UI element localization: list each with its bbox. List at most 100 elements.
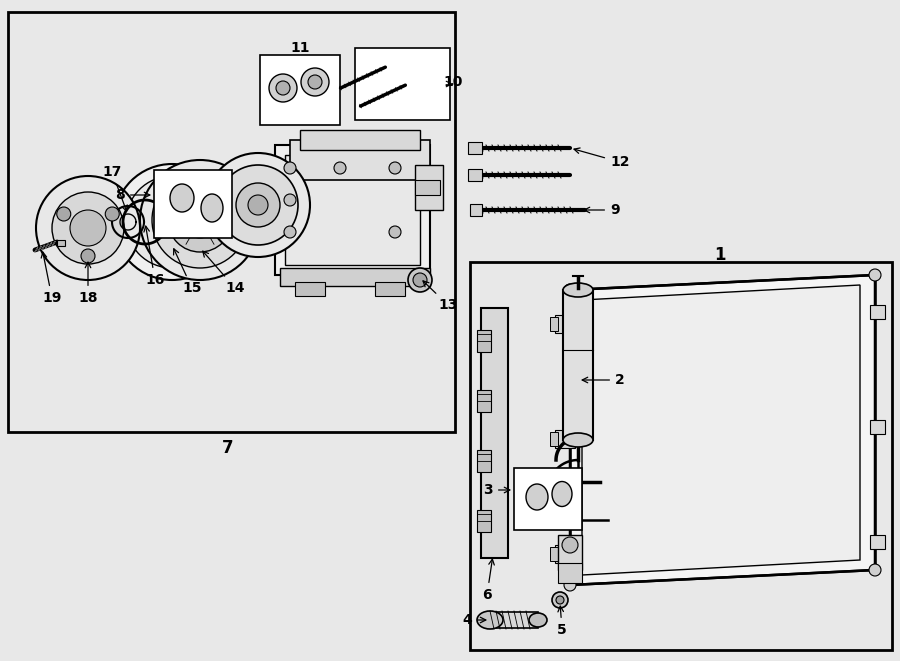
Bar [477, 330, 491, 352]
Text: 3: 3 [483, 483, 509, 497]
Bar [290, 140, 430, 180]
Bar [870, 420, 885, 434]
Circle shape [105, 207, 119, 221]
Text: 14: 14 [202, 251, 245, 295]
Text: 4: 4 [463, 613, 486, 627]
Bar [470, 262, 892, 650]
Bar [275, 145, 430, 275]
Ellipse shape [170, 184, 194, 212]
Circle shape [142, 192, 202, 252]
Text: 5: 5 [557, 606, 567, 637]
Circle shape [140, 160, 260, 280]
Bar [415, 180, 440, 195]
Circle shape [248, 195, 268, 215]
Polygon shape [570, 275, 875, 585]
Text: 11: 11 [290, 41, 310, 55]
Circle shape [869, 269, 881, 281]
Text: 9: 9 [584, 203, 619, 217]
Ellipse shape [563, 283, 593, 297]
Circle shape [236, 183, 280, 227]
Bar [477, 450, 491, 472]
Circle shape [562, 537, 578, 553]
Circle shape [156, 206, 188, 238]
Polygon shape [582, 285, 860, 575]
Bar [468, 142, 482, 154]
Text: 8: 8 [115, 188, 149, 202]
Text: 13: 13 [423, 281, 458, 312]
Circle shape [70, 210, 106, 246]
Bar [154, 170, 232, 238]
Ellipse shape [477, 611, 503, 629]
Ellipse shape [526, 484, 548, 510]
Text: 16: 16 [144, 226, 165, 287]
Bar [280, 268, 430, 286]
Circle shape [308, 75, 322, 89]
Circle shape [389, 226, 401, 238]
Bar [555, 545, 575, 563]
Circle shape [301, 68, 329, 96]
Text: 17: 17 [103, 165, 127, 211]
Polygon shape [481, 308, 508, 558]
Circle shape [869, 564, 881, 576]
Circle shape [389, 162, 401, 174]
Text: 19: 19 [41, 252, 62, 305]
Circle shape [564, 579, 576, 591]
Bar [285, 155, 420, 265]
Circle shape [218, 165, 298, 245]
Circle shape [284, 194, 296, 206]
Bar [57, 240, 65, 246]
Bar [468, 169, 482, 181]
Circle shape [114, 164, 230, 280]
Bar [550, 547, 558, 561]
Circle shape [152, 172, 248, 268]
Ellipse shape [529, 613, 547, 627]
Bar [563, 290, 593, 440]
Bar [355, 48, 450, 120]
Circle shape [276, 81, 290, 95]
Text: 1: 1 [715, 246, 725, 264]
Bar [8, 12, 455, 432]
Circle shape [206, 153, 310, 257]
Bar [470, 204, 482, 216]
Circle shape [284, 162, 296, 174]
Circle shape [284, 226, 296, 238]
Circle shape [81, 249, 95, 263]
Circle shape [36, 176, 140, 280]
Bar [555, 430, 575, 448]
Circle shape [413, 273, 427, 287]
Text: 15: 15 [174, 249, 202, 295]
Circle shape [408, 268, 432, 292]
Bar [477, 390, 491, 412]
Ellipse shape [563, 433, 593, 447]
Circle shape [552, 592, 568, 608]
Bar [558, 563, 582, 583]
Text: 7: 7 [222, 439, 234, 457]
Bar [295, 282, 325, 296]
Circle shape [168, 188, 232, 252]
Text: 6: 6 [482, 559, 494, 602]
Bar [477, 510, 491, 532]
Bar [870, 305, 885, 319]
Circle shape [52, 192, 124, 264]
Ellipse shape [201, 194, 223, 222]
Bar [555, 315, 575, 333]
Bar [550, 317, 558, 331]
Bar [375, 282, 405, 296]
Bar [550, 432, 558, 446]
Text: 12: 12 [574, 148, 629, 169]
Bar [514, 468, 582, 530]
Ellipse shape [552, 481, 572, 506]
Text: 18: 18 [78, 262, 98, 305]
Circle shape [192, 212, 208, 228]
Bar [490, 612, 538, 628]
Text: 10: 10 [444, 75, 463, 89]
Circle shape [564, 284, 576, 296]
Circle shape [126, 176, 218, 268]
Bar [300, 130, 420, 150]
Bar [870, 535, 885, 549]
Circle shape [182, 202, 218, 238]
Circle shape [556, 596, 564, 604]
Circle shape [269, 74, 297, 102]
Text: 2: 2 [582, 373, 625, 387]
Bar [558, 535, 582, 570]
